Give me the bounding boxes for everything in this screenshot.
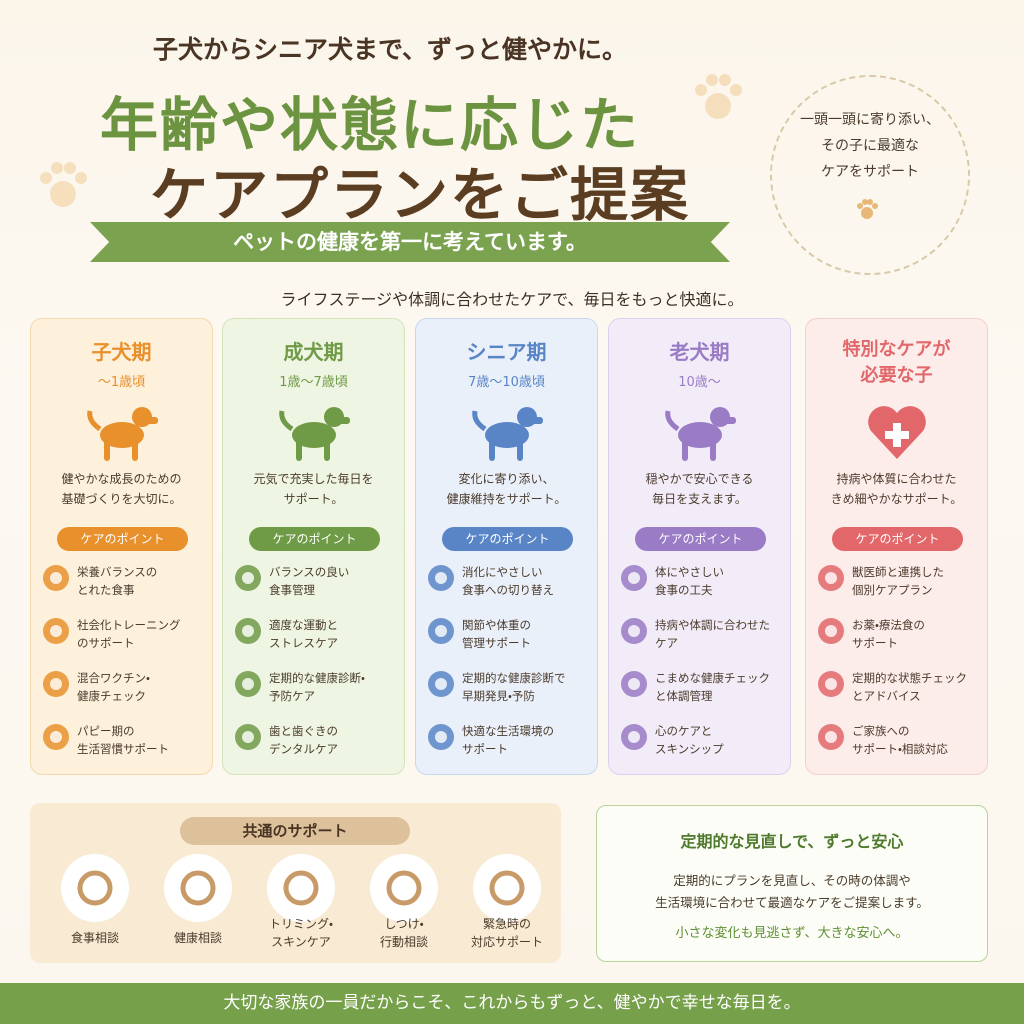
review-body: 定期的にプランを見直し、その時の体調や 生活環境に合わせて最適なケアをご提案しま…: [655, 873, 929, 910]
paw-icon: [855, 198, 879, 222]
stage-name: 成犬期: [283, 340, 344, 364]
point-icon: [621, 671, 647, 697]
support-icon: [369, 853, 439, 923]
common-title: 共通のサポート: [180, 817, 410, 845]
support-icon: [472, 853, 542, 923]
stage-card: 子犬期〜1歳頃健やかな成長のための 基礎づくりを大切に。ケアのポイント栄養バラン…: [30, 318, 213, 775]
point-text: 定期的な健康診断で 早期発見・予防: [462, 671, 566, 703]
stage-illustration: [857, 399, 937, 463]
stage-name: 子犬期: [91, 340, 152, 364]
points-label: ケアのポイント: [832, 527, 963, 551]
point-icon: [43, 671, 69, 697]
point-icon: [235, 565, 261, 591]
support-icon: [60, 853, 130, 923]
paw-decoration: [690, 70, 746, 126]
support-label: トリミング・ スキンケア: [268, 917, 334, 949]
point-text: 体にやさしい 食事の工夫: [655, 565, 724, 597]
stage-description: 持病や体質に合わせた きめ細やかなサポート。: [830, 472, 963, 506]
point-text: ご家族への サポート・相談対応: [852, 724, 948, 756]
stage-illustration: [660, 399, 740, 463]
point-icon: [621, 565, 647, 591]
point-text: 消化にやさしい 食事への切り替え: [462, 565, 554, 597]
point-text: バランスの良い 食事管理: [269, 565, 350, 597]
support-label: 食事相談: [70, 931, 119, 945]
point-text: 混合ワクチン・ 健康チェック: [77, 671, 150, 703]
support-icon: [163, 853, 233, 923]
stage-illustration: [467, 399, 547, 463]
intro: ライフステージや体調に合わせたケアで、毎日をもっと快適に。: [280, 290, 744, 309]
review-box: 定期的な見直しで、ずっと安心定期的にプランを見直し、その時の体調や 生活環境に合…: [596, 805, 988, 962]
point-text: 心のケアと スキンシップ: [655, 724, 724, 756]
point-text: 歯と歯ぐきの デンタルケア: [269, 724, 338, 756]
point-icon: [235, 724, 261, 750]
point-text: パピー期の 生活習慣サポート: [77, 724, 169, 756]
point-icon: [818, 671, 844, 697]
stage-description: 穏やかで安心できる 毎日を支えます。: [645, 472, 754, 506]
points-label: ケアのポイント: [57, 527, 188, 551]
point-icon: [428, 724, 454, 750]
stage-card: 老犬期 10歳〜穏やかで安心できる 毎日を支えます。ケアのポイント体にやさしい 食…: [608, 318, 791, 775]
point-icon: [428, 618, 454, 644]
point-icon: [621, 618, 647, 644]
review-closing: 小さな変化も見逃さず、大きな安心へ。: [675, 926, 909, 941]
stage-name: 老犬期: [669, 340, 730, 364]
stage-illustration: [82, 399, 162, 463]
point-icon: [818, 618, 844, 644]
point-icon: [235, 618, 261, 644]
stage-description: 変化に寄り添い、 健康維持をサポート。: [446, 472, 567, 506]
review-title: 定期的な見直しで、ずっと安心: [680, 832, 904, 851]
stage-age: 7歳〜10歳頃: [468, 375, 545, 390]
common-box: 共通のサポート食事相談 健康相談 トリミング・ スキンケア しつけ・ 行動相談 緊急時の…: [30, 803, 561, 963]
point-icon: [428, 565, 454, 591]
support-label: しつけ・ 行動相談: [379, 917, 428, 949]
title-line-2: ケアプランをご提案: [149, 161, 690, 229]
support-icon: [266, 853, 336, 923]
point-icon: [818, 565, 844, 591]
stage-name: 特別なケアが 必要な子: [842, 339, 951, 386]
support-label: 健康相談: [173, 931, 222, 945]
point-text: お薬・療法食の サポート: [852, 618, 925, 650]
point-icon: [43, 618, 69, 644]
stage-name: シニア期: [466, 340, 547, 364]
point-text: 栄養バランスの とれた食事: [77, 565, 158, 597]
point-text: 定期的な健康診断・ 予防ケア: [269, 671, 365, 703]
points-label: ケアのポイント: [249, 527, 380, 551]
point-text: 適度な運動と ストレスケア: [269, 618, 338, 650]
stage-age: 1歳〜7歳頃: [279, 375, 348, 390]
stage-card: 特別なケアが 必要な子持病や体質に合わせた きめ細やかなサポート。ケアのポイント…: [805, 318, 988, 775]
tagline: 子犬からシニア犬まで、ずっと健やかに。: [152, 35, 627, 64]
stage-illustration: [274, 399, 354, 463]
point-icon: [43, 724, 69, 750]
point-text: 関節や体重の 管理サポート: [462, 618, 531, 650]
point-icon: [428, 671, 454, 697]
stage-card: 成犬期 1歳〜7歳頃元気で充実した毎日を サポート。ケアのポイントバランスの良い …: [222, 318, 405, 775]
title-line-1: 年齢や状態に応じた: [99, 91, 640, 159]
point-text: 持病や体調に合わせた ケア: [655, 618, 770, 650]
stage-description: 健やかな成長のための 基礎づくりを大切に。: [61, 472, 182, 506]
point-text: こまめな健康チェック と体調管理: [655, 671, 770, 703]
point-icon: [621, 724, 647, 750]
points-label: ケアのポイント: [442, 527, 573, 551]
footer: 大切な家族の一員だからこそ、これからもずっと、健やかで幸せな毎日を。: [0, 983, 1024, 1024]
stage-description: 元気で充実した毎日を サポート。: [253, 472, 374, 506]
points-label: ケアのポイント: [635, 527, 766, 551]
support-label: 緊急時の 対応サポート: [470, 917, 543, 949]
point-text: 快適な生活環境の サポート: [462, 724, 554, 756]
point-icon: [235, 671, 261, 697]
stage-card: シニア期 7歳〜10歳頃変化に寄り添い、 健康維持をサポート。ケアのポイント消化に…: [415, 318, 598, 775]
point-text: 社会化トレーニング のサポート: [77, 618, 181, 650]
ribbon: ペットの健康を第一に考えています。: [90, 222, 730, 262]
paw-decoration: [35, 158, 91, 214]
stage-age: 〜1歳頃: [97, 375, 146, 390]
point-icon: [818, 724, 844, 750]
stage-age: 10歳〜: [678, 375, 721, 390]
point-text: 獣医師と連携した 個別ケアプラン: [852, 565, 944, 597]
point-icon: [43, 565, 69, 591]
side-note: 一頭一頭に寄り添い、 その子に最適な ケアをサポート: [770, 75, 970, 275]
point-text: 定期的な状態チェック とアドバイス: [852, 671, 967, 703]
